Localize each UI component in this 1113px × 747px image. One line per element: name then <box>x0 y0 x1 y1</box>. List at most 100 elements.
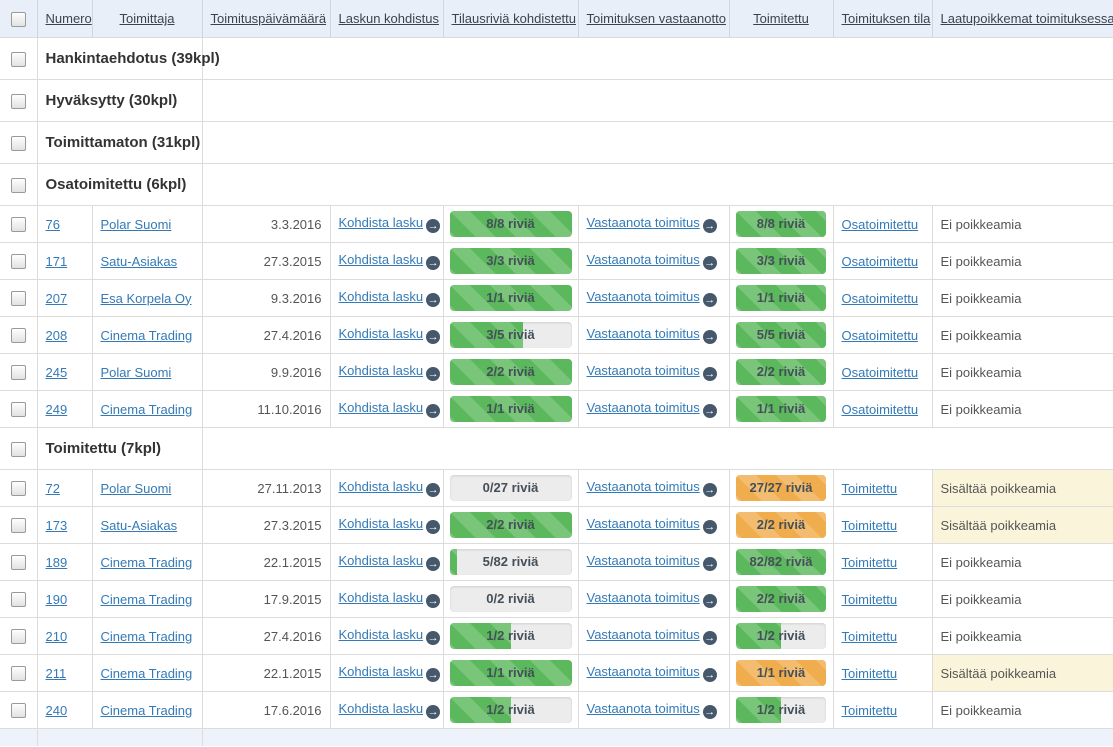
delivery-status-link[interactable]: Toimitettu <box>841 554 898 570</box>
vastaanota-toimitus-link[interactable]: Vastaanota toimitus <box>586 627 700 642</box>
kohdista-lasku-link[interactable]: Kohdista lasku <box>338 590 424 605</box>
supplier-link[interactable]: Satu-Asiakas <box>100 253 178 269</box>
vastaanota-toimitus-link[interactable]: Vastaanota toimitus <box>586 664 700 679</box>
group-checkbox[interactable] <box>10 135 26 151</box>
progress-label: 1/1 riviä <box>756 665 806 680</box>
partial-cell <box>201 728 1113 746</box>
column-header-link[interactable]: Toimituksen tila <box>841 11 931 26</box>
vastaanota-toimitus-link[interactable]: Vastaanota toimitus <box>586 553 700 568</box>
row-checkbox[interactable] <box>10 666 26 682</box>
order-number-link[interactable]: 245 <box>45 364 68 380</box>
vastaanota-toimitus-link[interactable]: Vastaanota toimitus <box>586 326 700 341</box>
column-header-link[interactable]: Toimitettu <box>753 11 809 26</box>
row-checkbox[interactable] <box>10 481 26 497</box>
order-number-link[interactable]: 210 <box>45 628 68 644</box>
column-header-link[interactable]: Toimituksen vastaanotto <box>586 11 726 26</box>
kohdista-lasku-link[interactable]: Kohdista lasku <box>338 479 424 494</box>
vastaanota-toimitus-link[interactable]: Vastaanota toimitus <box>586 590 700 605</box>
kohdista-lasku-link[interactable]: Kohdista lasku <box>338 701 424 716</box>
order-number-link[interactable]: 76 <box>45 216 60 232</box>
delivery-status-link[interactable]: Osatoimitettu <box>841 401 919 417</box>
row-checkbox[interactable] <box>10 217 26 233</box>
kohdista-lasku-link[interactable]: Kohdista lasku <box>338 516 424 531</box>
vastaanota-toimitus-link[interactable]: Vastaanota toimitus <box>586 516 700 531</box>
vastaanota-toimitus-link[interactable]: Vastaanota toimitus <box>586 479 700 494</box>
order-number-link[interactable]: 190 <box>45 591 68 607</box>
column-header-link[interactable]: Laatupoikkemat toimituksessa <box>940 11 1113 26</box>
kohdista-lasku-link[interactable]: Kohdista lasku <box>338 553 424 568</box>
vastaanota-toimitus-link[interactable]: Vastaanota toimitus <box>586 215 700 230</box>
supplier-link[interactable]: Esa Korpela Oy <box>100 290 192 306</box>
row-checkbox[interactable] <box>10 254 26 270</box>
column-header-link[interactable]: Toimittaja <box>119 11 175 26</box>
supplier-link[interactable]: Satu-Asiakas <box>100 517 178 533</box>
delivery-status-link[interactable]: Toimitettu <box>841 591 898 607</box>
column-header-link[interactable]: Laskun kohdistus <box>338 11 439 26</box>
vastaanota-toimitus-link[interactable]: Vastaanota toimitus <box>586 252 700 267</box>
column-header-link[interactable]: Numero <box>45 11 92 26</box>
toimitettu-cell: 1/1 riviä <box>728 654 833 692</box>
laskun-kohdistus-cell: Kohdista lasku → <box>329 390 443 428</box>
kohdista-lasku-link[interactable]: Kohdista lasku <box>338 289 424 304</box>
supplier-link[interactable]: Cinema Trading <box>100 327 193 343</box>
row-checkbox[interactable] <box>10 703 26 719</box>
delivery-status-link[interactable]: Osatoimitettu <box>841 216 919 232</box>
row-checkbox[interactable] <box>10 328 26 344</box>
kohdista-lasku-link[interactable]: Kohdista lasku <box>338 215 424 230</box>
supplier-link[interactable]: Cinema Trading <box>100 628 193 644</box>
row-checkbox[interactable] <box>10 291 26 307</box>
delivery-status-link[interactable]: Toimitettu <box>841 517 898 533</box>
order-number-link[interactable]: 72 <box>45 480 60 496</box>
delivery-status-link[interactable]: Toimitettu <box>841 665 898 681</box>
supplier-link[interactable]: Cinema Trading <box>100 591 193 607</box>
supplier-link[interactable]: Cinema Trading <box>100 665 193 681</box>
kohdista-lasku-link[interactable]: Kohdista lasku <box>338 664 424 679</box>
order-number-link[interactable]: 249 <box>45 401 68 417</box>
delivery-status-link[interactable]: Osatoimitettu <box>841 364 919 380</box>
supplier-link[interactable]: Cinema Trading <box>100 401 193 417</box>
delivery-status-link[interactable]: Osatoimitettu <box>841 253 919 269</box>
kohdista-lasku-link[interactable]: Kohdista lasku <box>338 627 424 642</box>
row-checkbox[interactable] <box>10 555 26 571</box>
delivery-status-link[interactable]: Toimitettu <box>841 702 898 718</box>
delivery-status-link[interactable]: Osatoimitettu <box>841 290 919 306</box>
order-number-link[interactable]: 211 <box>45 665 67 681</box>
vastaanota-toimitus-link[interactable]: Vastaanota toimitus <box>586 289 700 304</box>
kohdista-lasku-link[interactable]: Kohdista lasku <box>338 326 424 341</box>
row-checkbox[interactable] <box>10 518 26 534</box>
supplier-link[interactable]: Polar Suomi <box>100 216 172 232</box>
supplier-link[interactable]: Polar Suomi <box>100 364 172 380</box>
order-number-link[interactable]: 171 <box>45 253 68 269</box>
delivery-status-link[interactable]: Osatoimitettu <box>841 327 919 343</box>
vastaanota-toimitus-link[interactable]: Vastaanota toimitus <box>586 701 700 716</box>
toimituksen-vastaanotto-cell: Vastaanota toimitus → <box>577 654 729 692</box>
group-checkbox[interactable] <box>10 177 26 193</box>
vastaanota-toimitus-link[interactable]: Vastaanota toimitus <box>586 400 700 415</box>
quality-deviation-cell: Sisältää poikkeamia <box>931 469 1113 507</box>
row-checkbox[interactable] <box>10 629 26 645</box>
order-number-link[interactable]: 208 <box>45 327 68 343</box>
order-number-link[interactable]: 173 <box>45 517 68 533</box>
kohdista-lasku-link[interactable]: Kohdista lasku <box>338 363 424 378</box>
row-checkbox[interactable] <box>10 592 26 608</box>
vastaanota-toimitus-link[interactable]: Vastaanota toimitus <box>586 363 700 378</box>
group-checkbox[interactable] <box>10 441 26 457</box>
delivery-status-link[interactable]: Toimitettu <box>841 628 898 644</box>
kohdista-lasku-link[interactable]: Kohdista lasku <box>338 252 424 267</box>
supplier-link[interactable]: Cinema Trading <box>100 554 193 570</box>
column-header-link[interactable]: Toimituspäivämäärä <box>210 11 327 26</box>
supplier-link[interactable]: Cinema Trading <box>100 702 193 718</box>
column-header-link[interactable]: Tilausriviä kohdistettu <box>451 11 577 26</box>
kohdista-lasku-link[interactable]: Kohdista lasku <box>338 400 424 415</box>
group-checkbox[interactable] <box>10 51 26 67</box>
tilausrivia-kohdistettu-cell: 5/82 riviä <box>442 543 578 581</box>
order-number-link[interactable]: 240 <box>45 702 68 718</box>
supplier-link[interactable]: Polar Suomi <box>100 480 172 496</box>
select-all-checkbox[interactable] <box>10 11 26 27</box>
group-checkbox[interactable] <box>10 93 26 109</box>
row-checkbox[interactable] <box>10 365 26 381</box>
delivery-status-link[interactable]: Toimitettu <box>841 480 898 496</box>
order-number-link[interactable]: 189 <box>45 554 68 570</box>
order-number-link[interactable]: 207 <box>45 290 68 306</box>
row-checkbox[interactable] <box>10 402 26 418</box>
